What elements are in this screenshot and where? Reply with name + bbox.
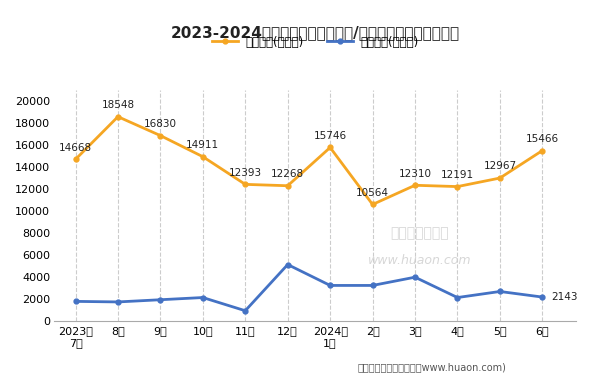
出口总额(万美元) bbox=[539, 148, 546, 153]
Text: 15466: 15466 bbox=[526, 134, 559, 144]
出口总额(万美元) bbox=[369, 202, 376, 207]
出口总额(万美元) bbox=[114, 114, 122, 119]
出口总额(万美元) bbox=[496, 176, 504, 180]
Text: 12191: 12191 bbox=[441, 170, 474, 180]
Legend: 出口总额(万美元), 进口总额(万美元): 出口总额(万美元), 进口总额(万美元) bbox=[207, 31, 423, 53]
出口总额(万美元) bbox=[454, 184, 461, 189]
出口总额(万美元) bbox=[199, 154, 206, 159]
Text: www.huaon.com: www.huaon.com bbox=[368, 254, 471, 267]
出口总额(万美元) bbox=[72, 157, 79, 162]
Line: 进口总额(万美元): 进口总额(万美元) bbox=[73, 262, 545, 313]
进口总额(万美元) bbox=[411, 275, 418, 279]
进口总额(万美元) bbox=[72, 299, 79, 304]
Text: 制图：华经产业研究院（www.huaon.com): 制图：华经产业研究院（www.huaon.com) bbox=[358, 362, 507, 372]
Line: 出口总额(万美元): 出口总额(万美元) bbox=[73, 114, 545, 207]
进口总额(万美元) bbox=[284, 262, 291, 267]
Text: 2143: 2143 bbox=[552, 292, 578, 302]
进口总额(万美元) bbox=[369, 283, 376, 288]
Text: 15746: 15746 bbox=[313, 131, 347, 141]
出口总额(万美元) bbox=[242, 182, 249, 187]
Text: 12967: 12967 bbox=[483, 162, 517, 171]
出口总额(万美元) bbox=[157, 134, 164, 138]
Text: 华经产业研究院: 华经产业研究院 bbox=[390, 226, 449, 240]
进口总额(万美元) bbox=[157, 297, 164, 302]
Text: 12310: 12310 bbox=[399, 169, 432, 179]
Text: 10564: 10564 bbox=[356, 188, 389, 198]
Text: 12393: 12393 bbox=[229, 168, 262, 178]
进口总额(万美元) bbox=[539, 295, 546, 299]
进口总额(万美元) bbox=[454, 295, 461, 300]
出口总额(万美元) bbox=[411, 183, 418, 187]
Title: 2023-2024年六安市（境内目的地/货源地）进、出口额统计: 2023-2024年六安市（境内目的地/货源地）进、出口额统计 bbox=[170, 25, 460, 40]
Text: 14668: 14668 bbox=[59, 143, 92, 153]
出口总额(万美元) bbox=[327, 145, 334, 150]
Text: 16830: 16830 bbox=[144, 119, 177, 129]
出口总额(万美元) bbox=[284, 184, 291, 188]
进口总额(万美元) bbox=[327, 283, 334, 288]
进口总额(万美元) bbox=[242, 309, 249, 313]
Text: 12268: 12268 bbox=[271, 169, 305, 179]
Text: 14911: 14911 bbox=[187, 140, 219, 150]
进口总额(万美元) bbox=[496, 289, 504, 294]
Text: 18548: 18548 bbox=[101, 100, 135, 110]
进口总额(万美元) bbox=[114, 300, 122, 304]
进口总额(万美元) bbox=[199, 295, 206, 300]
